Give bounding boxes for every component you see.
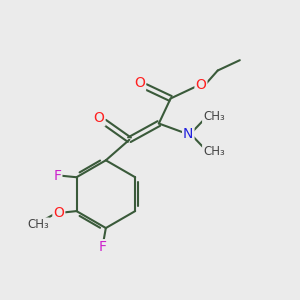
Text: CH₃: CH₃	[27, 218, 49, 231]
Text: F: F	[53, 169, 62, 183]
Text: CH₃: CH₃	[203, 110, 225, 123]
Text: O: O	[196, 78, 206, 92]
Text: CH₃: CH₃	[203, 145, 225, 158]
Text: O: O	[134, 76, 145, 90]
Text: O: O	[53, 206, 64, 220]
Text: N: N	[183, 127, 194, 141]
Text: O: O	[94, 112, 104, 125]
Text: F: F	[99, 240, 107, 254]
